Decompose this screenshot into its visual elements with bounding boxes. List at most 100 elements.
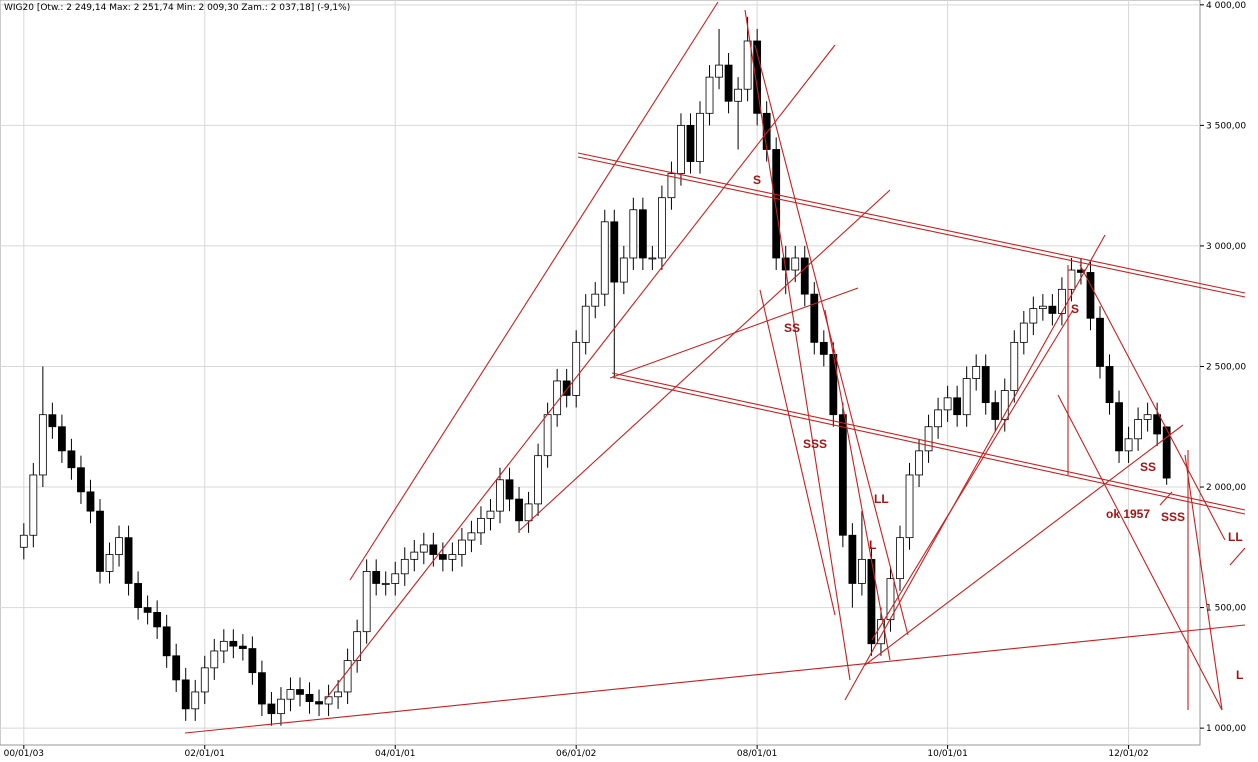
trend-line [1079,264,1226,541]
candle-body [638,209,647,259]
annotation: L [1236,668,1243,682]
candle-body [1086,272,1095,319]
arrow [1229,547,1246,566]
annotation: SSS [803,437,827,451]
candle-body [753,40,762,114]
candle-body [1019,322,1028,343]
candle-body [1153,414,1162,435]
candle-body [38,414,47,476]
candle-body [1000,390,1009,420]
candle-body [77,467,85,493]
trend-line [864,424,1184,666]
candle-body [991,402,1000,420]
annotation: LL [1228,530,1243,544]
annotation: S [1071,302,1079,316]
y-tick-label: 4 000,00 [1206,1,1246,11]
candle-body [924,426,933,452]
candle-body [172,655,181,681]
trend-line [611,376,1246,515]
candle-body [610,221,619,283]
annotation: L [869,538,876,552]
candle-body [829,354,838,416]
trend-line [1184,454,1223,711]
candle-body [686,124,695,162]
candle-body [362,571,371,633]
candle-body [572,341,581,396]
trend-line [871,309,1074,641]
candle-body [448,554,457,560]
candle-body [353,631,362,662]
y-tick-label: 1 000,00 [1206,724,1246,734]
candle-body [734,88,742,102]
chart-title: WIG20 [Otw.: 2 249,14 Max: 2 251,74 Min:… [4,3,350,13]
trend-lines [184,1,1246,734]
candle-body [1096,317,1104,367]
candle-body [1134,419,1142,440]
candle-body [429,544,438,555]
candle-body [1058,288,1066,314]
candle-body [715,64,723,78]
trend-line [1057,394,1223,711]
candle-body [391,573,400,584]
candle-body [1048,305,1057,314]
candles [19,16,1171,726]
candle-body [334,691,342,698]
candle-body [458,539,466,555]
candle-body [181,679,190,710]
candle-body [696,112,704,162]
trend-line [577,152,1246,294]
candle-body [248,648,257,674]
candle-body [229,640,238,647]
x-tick-label: 12/01/02 [1108,749,1148,758]
candle-body [534,455,542,505]
candle-body [191,691,200,710]
candle-body [438,554,447,560]
candle-body [153,611,162,628]
candle-body [915,450,923,476]
candle-body [381,583,390,585]
x-tick-label: 06/01/02 [556,749,596,758]
trend-line [611,372,1246,511]
candle-body [658,197,666,259]
candle-body [1115,402,1123,452]
candle-body [591,293,600,307]
candle-body [838,414,847,536]
candle-body [372,571,381,584]
candle-body [724,64,733,102]
candle-body [800,257,809,295]
candle-body [819,341,828,355]
candle-body [67,450,76,469]
plot-area [0,0,1201,746]
candle-body [705,76,714,114]
candle-body [600,221,609,295]
candle-body [1067,269,1076,290]
candle-body [419,544,428,553]
candle-body [810,293,819,343]
y-tick-label: 1 500,00 [1206,604,1246,614]
candle-body [477,517,485,534]
x-tick-label: 00/01/03 [4,749,44,758]
candle-body [124,537,133,584]
candle-body [1029,308,1038,324]
candle-body [1162,426,1171,479]
candle-body [496,479,504,512]
annotation: SS [784,321,800,335]
x-tick-label: 02/01/01 [185,749,225,758]
y-tick-label: 2 000,00 [1206,483,1246,493]
y-tick-label: 3 500,00 [1206,121,1246,131]
x-tick-label: 04/01/01 [375,749,415,758]
annotation: ok 1957 [1106,507,1150,521]
trend-line [184,624,1246,734]
trend-line [824,309,891,661]
candle-body [1038,305,1047,310]
trend-line [349,1,719,581]
trend-line [744,9,851,681]
candle-body [258,672,266,705]
annotation: LL [874,492,889,506]
candle-body [905,474,914,539]
trend-line [759,289,836,616]
candle-body [410,551,419,560]
candle-body [29,474,38,536]
candle-body [105,554,114,572]
